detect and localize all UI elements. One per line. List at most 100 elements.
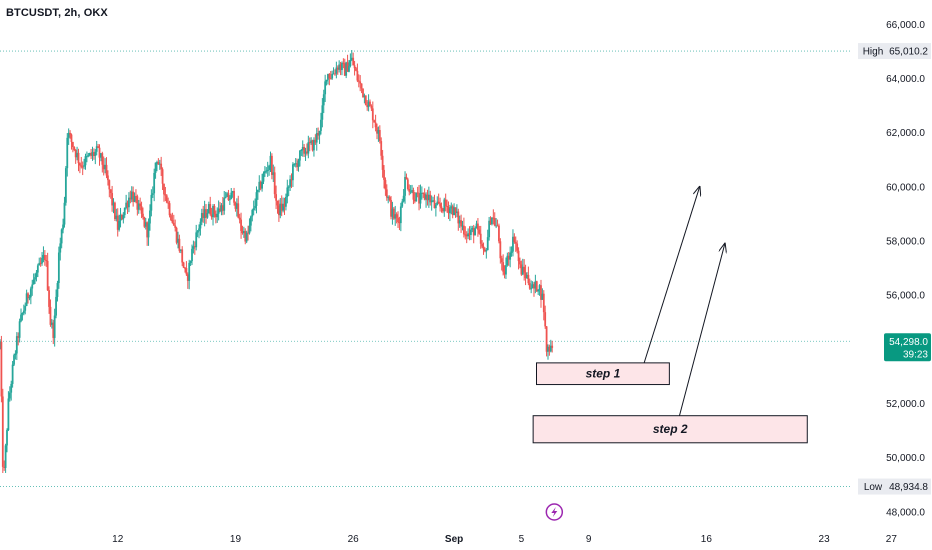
candle-body	[541, 293, 544, 300]
candle-body	[498, 225, 500, 242]
candle-body	[394, 214, 397, 219]
candle-body	[66, 137, 69, 169]
candle-body	[371, 108, 374, 121]
last-price-value: 54,298.0	[889, 337, 928, 348]
candle-body	[331, 74, 334, 79]
candle-body	[27, 293, 29, 298]
candle-body	[514, 242, 517, 244]
candle-body	[178, 238, 181, 251]
candle-body	[130, 191, 133, 200]
candle-body	[123, 207, 126, 216]
candle-body	[345, 62, 348, 76]
candle-body	[458, 220, 461, 224]
candle-body	[156, 161, 158, 163]
candle-body	[38, 262, 41, 266]
step-2-arrow	[678, 244, 724, 416]
candle-body	[447, 207, 450, 214]
candle-body	[0, 341, 3, 397]
candle-body	[179, 249, 182, 251]
candle-body	[119, 215, 122, 221]
candle-body	[448, 208, 451, 214]
candle-body	[221, 205, 224, 211]
candle-body	[430, 200, 433, 203]
candle-body	[107, 175, 109, 181]
candle-body	[147, 223, 150, 238]
candle-body	[85, 156, 88, 158]
candle-body	[34, 277, 36, 280]
candle-body	[24, 305, 27, 311]
candle-body	[296, 163, 299, 168]
candle-body	[237, 203, 240, 218]
candle-body	[35, 272, 38, 278]
candle-body	[268, 165, 270, 170]
candle-body	[109, 189, 112, 194]
candle-body	[214, 213, 217, 218]
candle-body	[78, 163, 81, 166]
candle-body	[95, 146, 98, 152]
candle-body	[76, 152, 78, 158]
candle-body	[273, 172, 276, 195]
candle-body	[50, 322, 53, 325]
candle-body	[39, 262, 42, 264]
candle-body	[426, 194, 429, 201]
candle-body	[212, 205, 214, 218]
candle-body	[535, 281, 538, 292]
candle-body	[154, 162, 157, 173]
candle-body	[346, 62, 349, 72]
candle-body	[62, 224, 64, 230]
candle-body	[446, 205, 448, 208]
candle-body	[533, 284, 535, 289]
candle-body	[88, 152, 91, 156]
step-1-box	[536, 362, 670, 386]
low-value-bg	[888, 478, 931, 495]
candle-body	[98, 147, 101, 158]
candle-body	[467, 233, 470, 237]
candle-body	[125, 202, 128, 208]
candle-body	[454, 207, 457, 214]
candle-body	[378, 129, 381, 142]
candle-body	[45, 259, 48, 261]
candle-body	[63, 202, 66, 225]
candle-body	[500, 258, 503, 263]
candle-body	[465, 234, 468, 237]
candle-body	[182, 262, 185, 268]
candle-body	[373, 120, 376, 123]
candle-body	[306, 151, 308, 154]
candle-body	[477, 223, 479, 230]
candle-body	[269, 155, 272, 166]
candle-body	[440, 206, 443, 209]
candle-body	[524, 272, 527, 279]
candle-body	[46, 260, 49, 291]
candle-body	[254, 205, 256, 209]
high-value-bg	[888, 43, 931, 60]
x-tick-label: 12	[112, 534, 124, 545]
candle-body	[512, 236, 514, 252]
candle-body	[475, 223, 478, 229]
candle-body	[540, 285, 542, 300]
candle-body	[321, 105, 324, 120]
candle-body	[49, 306, 52, 325]
candle-body	[251, 209, 254, 217]
candle-body	[245, 232, 248, 242]
candle-body	[11, 364, 14, 384]
candle-body	[384, 179, 387, 190]
candle-body	[406, 179, 409, 189]
candle-body	[357, 80, 360, 82]
candle-body	[381, 155, 384, 170]
candle-body	[505, 265, 507, 275]
candle-body	[70, 134, 73, 142]
candle-body	[0, 341, 1, 344]
candle-body	[367, 101, 370, 108]
candle-body	[408, 188, 411, 192]
candle-body	[160, 163, 163, 170]
candle-body	[297, 160, 300, 168]
candle-body	[416, 192, 419, 194]
candle-body	[77, 152, 80, 164]
candle-body	[300, 149, 303, 151]
candle-body	[262, 173, 265, 182]
candle-body	[238, 217, 241, 220]
candle-body	[320, 119, 322, 131]
candle-body	[517, 250, 520, 262]
candle-body	[42, 254, 45, 258]
